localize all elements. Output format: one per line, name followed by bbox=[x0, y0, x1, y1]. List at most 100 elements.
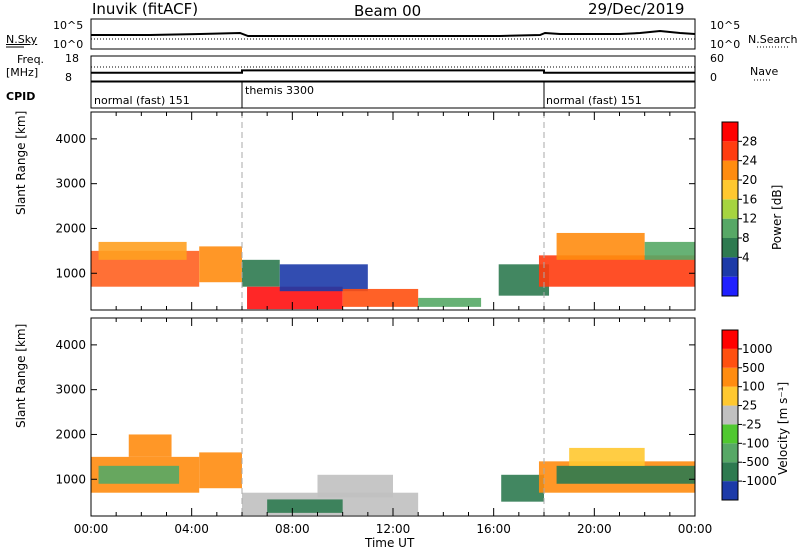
colorbar-tick-label: 16 bbox=[742, 192, 757, 206]
x-tick-label: 20:00 bbox=[577, 522, 612, 536]
colorbar-segment bbox=[722, 424, 738, 444]
echo-region bbox=[569, 447, 645, 466]
colorbar-segment bbox=[722, 122, 738, 142]
nsky-line bbox=[91, 29, 696, 37]
cpid-mode-2: themis 3300 bbox=[245, 84, 315, 97]
echo-region bbox=[644, 241, 695, 260]
echo-region bbox=[199, 246, 242, 283]
colorbar-segment bbox=[722, 330, 738, 349]
x-tick-label: 12:00 bbox=[376, 522, 411, 536]
colorbar-segment bbox=[722, 257, 738, 277]
power-colorbar-title: Power [dB] bbox=[770, 184, 784, 250]
cpid-panel-frame bbox=[90, 81, 696, 109]
colorbar-segment bbox=[722, 199, 738, 219]
colorbar-segment bbox=[722, 276, 738, 296]
echo-region bbox=[418, 297, 482, 307]
echo-region bbox=[556, 232, 645, 260]
echo-region bbox=[556, 465, 695, 484]
cpid-mode-1: normal (fast) 151 bbox=[94, 94, 190, 107]
colorbar-tick-label: 20 bbox=[742, 173, 757, 187]
colorbar-frame bbox=[721, 121, 739, 297]
colorbar-segment bbox=[722, 386, 738, 406]
echo-region bbox=[128, 434, 172, 457]
nave-label: Nave bbox=[750, 65, 779, 78]
colorbar-tick-label: -25 bbox=[742, 417, 762, 431]
colorbar-tick-label: 28 bbox=[742, 134, 757, 148]
colorbar-tick-label: 4 bbox=[742, 250, 750, 264]
colorbar-tick-label: -1000 bbox=[742, 474, 777, 488]
colorbar-segment bbox=[722, 218, 738, 238]
velocity-ylabel: Slant Range [km] bbox=[14, 323, 28, 428]
echo-region bbox=[267, 499, 343, 513]
colorbar-segment bbox=[722, 405, 738, 425]
colorbar-tick-label: 100 bbox=[742, 380, 765, 394]
freq-unit-label: [MHz] bbox=[6, 66, 39, 79]
nsearch-tick-bottom: 10^0 bbox=[710, 38, 741, 51]
nsearch-label: N.Search bbox=[748, 33, 798, 46]
colorbar-segment bbox=[722, 481, 738, 500]
colorbar-segment bbox=[722, 141, 738, 161]
colorbar-tick-label: 1000 bbox=[742, 342, 773, 356]
colorbar-segment bbox=[722, 443, 738, 463]
echo-region bbox=[538, 255, 695, 287]
power-ylabel: Slant Range [km] bbox=[14, 110, 28, 215]
colorbar-frame bbox=[721, 329, 739, 501]
nsky-tick-top: 10^5 bbox=[53, 19, 84, 32]
x-tick-label: 00:00 bbox=[74, 522, 109, 536]
nave-tick-top: 60 bbox=[710, 52, 724, 65]
colorbar-tick-label: -100 bbox=[742, 436, 769, 450]
velocity-panel: 1000 2000 3000 4000 00:00 04:00 08:00 12:00 16:0… bbox=[55, 317, 713, 536]
echo-region bbox=[98, 241, 187, 260]
colorbar-tick-label: 24 bbox=[742, 154, 757, 168]
nave-tick-bottom: 0 bbox=[710, 71, 717, 84]
colorbar-tick-label: 500 bbox=[742, 361, 765, 375]
power-panel: 1000 2000 3000 4000 bbox=[55, 111, 696, 311]
cpid-label: CPID bbox=[6, 90, 36, 103]
velocity-colorbar-title: Velocity [m s⁻¹] bbox=[776, 381, 790, 475]
y-tick-label: 1000 bbox=[55, 266, 86, 280]
x-tick-label: 00:00 bbox=[678, 522, 713, 536]
echo-region bbox=[242, 259, 280, 287]
colorbar-tick-label: 8 bbox=[742, 231, 750, 245]
y-tick-label: 4000 bbox=[55, 338, 86, 352]
echo-region bbox=[317, 474, 393, 498]
freq-label: Freq. bbox=[17, 53, 45, 66]
colorbar-tick-label: 25 bbox=[742, 399, 757, 413]
nsky-tick-bottom: 10^0 bbox=[53, 38, 84, 51]
freq-panel-frame bbox=[90, 55, 696, 82]
y-tick-label: 3000 bbox=[55, 177, 86, 191]
freq-line bbox=[91, 69, 695, 74]
echo-region bbox=[501, 474, 544, 502]
y-tick-label: 2000 bbox=[55, 427, 86, 441]
colorbar-segment bbox=[722, 238, 738, 258]
x-axis-title: Time UT bbox=[365, 536, 415, 550]
colorbar-tick-label: 12 bbox=[742, 212, 757, 226]
colorbar-segment bbox=[722, 160, 738, 180]
echo-region bbox=[199, 452, 242, 489]
nsearch-tick-top: 10^5 bbox=[710, 19, 741, 32]
colorbar-tick-label: -500 bbox=[742, 455, 769, 469]
colorbar-segment bbox=[722, 367, 738, 387]
freq-tick-bottom: 8 bbox=[65, 71, 72, 84]
y-tick-label: 3000 bbox=[55, 383, 86, 397]
y-tick-label: 1000 bbox=[55, 472, 86, 486]
station-title: Inuvik (fitACF) bbox=[92, 0, 199, 18]
date-title: 29/Dec/2019 bbox=[588, 0, 685, 18]
cpid-mode-3: normal (fast) 151 bbox=[546, 94, 642, 107]
beam-title: Beam 00 bbox=[354, 2, 422, 20]
echo-region bbox=[279, 264, 368, 292]
echo-region bbox=[342, 288, 419, 307]
x-tick-label: 16:00 bbox=[476, 522, 511, 536]
echo-region bbox=[98, 465, 180, 484]
freq-tick-top: 18 bbox=[65, 52, 79, 65]
colorbar-segment bbox=[722, 348, 738, 368]
y-tick-label: 2000 bbox=[55, 221, 86, 235]
nsky-label: N.Sky bbox=[6, 33, 38, 46]
y-tick-label: 4000 bbox=[55, 132, 86, 146]
colorbar-segment bbox=[722, 462, 738, 482]
colorbar-segment bbox=[722, 180, 738, 200]
echo-region bbox=[247, 286, 343, 310]
x-tick-label: 08:00 bbox=[275, 522, 310, 536]
x-tick-label: 04:00 bbox=[174, 522, 209, 536]
